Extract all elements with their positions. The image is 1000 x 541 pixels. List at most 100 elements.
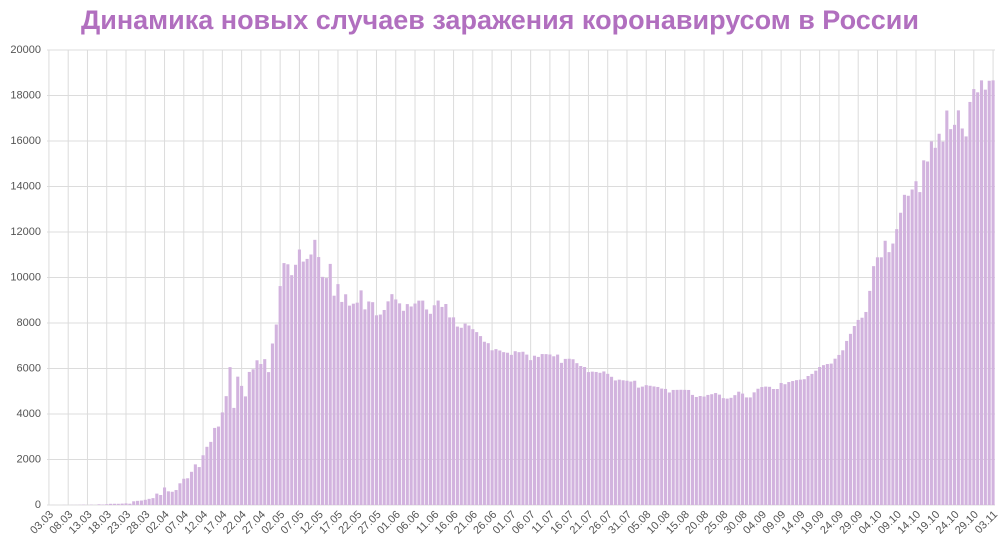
bar [386,301,390,505]
bar [825,364,829,505]
bar [363,309,367,505]
bar [440,306,444,505]
bar [340,301,344,505]
bar [205,446,209,505]
bar [679,389,683,505]
bar [733,395,737,505]
bar [139,500,143,505]
bar [317,257,321,505]
bar [174,490,178,505]
bar [837,354,841,505]
bar [594,371,598,505]
bar [482,341,486,505]
bar [848,333,853,505]
bar [741,393,745,505]
bar [976,92,980,505]
bar [251,369,255,505]
bar [267,372,271,505]
bar [521,351,525,505]
bar [929,141,933,506]
bar [432,305,436,505]
bar [344,294,348,505]
bar [910,189,914,506]
bar [714,393,718,505]
bar [151,498,155,505]
bar [640,386,644,505]
bar [798,379,802,505]
bar [902,194,906,505]
bar [448,317,452,505]
bar [752,392,756,505]
bar [201,455,205,505]
bar [883,240,887,506]
bar [717,394,722,505]
bar [779,382,783,505]
bar [240,385,244,505]
bar [189,471,194,505]
bar [97,504,101,505]
bar [147,498,151,505]
bar [656,386,660,505]
bar [729,397,733,505]
bar [783,384,787,505]
bar [933,147,937,505]
bar [949,129,953,505]
bar [105,504,109,505]
bar [525,354,529,505]
bar [964,136,968,506]
bar [155,493,159,505]
bar [490,350,494,505]
bar [559,362,564,505]
bar [899,212,903,506]
bar [320,276,325,505]
bar [671,389,675,505]
bar [906,195,910,506]
bar [660,388,664,505]
bar [232,407,236,505]
bar [351,303,355,505]
bar [413,303,417,505]
bar [764,386,768,505]
bar [987,80,991,506]
bar [467,325,471,505]
bar [991,80,995,505]
bar [972,89,976,505]
bar [120,503,124,505]
bar [263,359,267,505]
bar [683,389,687,505]
bar [186,478,190,505]
bar [956,110,960,506]
bar [143,499,147,505]
bar [436,300,440,505]
bar [667,392,671,505]
y-tick-label: 10000 [10,271,41,283]
bar [563,358,567,505]
bar [621,380,625,505]
bar [540,354,544,505]
bar [220,412,224,505]
bar [359,290,363,505]
bar [872,266,876,505]
bar [290,275,294,505]
bar [575,363,579,505]
bar [444,304,448,505]
bar [675,389,679,505]
bar [336,284,340,505]
bar [390,294,394,505]
y-tick-label: 18000 [10,89,41,101]
bar [818,367,822,505]
bar [644,385,648,505]
bar [652,386,656,505]
bar [737,391,741,505]
bar [324,278,328,505]
bar [513,351,517,505]
bar [398,303,402,505]
bar [583,367,587,505]
bar [663,388,668,505]
bar [544,354,548,505]
bar [687,389,691,505]
bar [983,89,987,505]
y-tick-label: 0 [35,499,41,511]
x-tick-label: 03.11 [973,509,1000,536]
bar [941,141,945,506]
